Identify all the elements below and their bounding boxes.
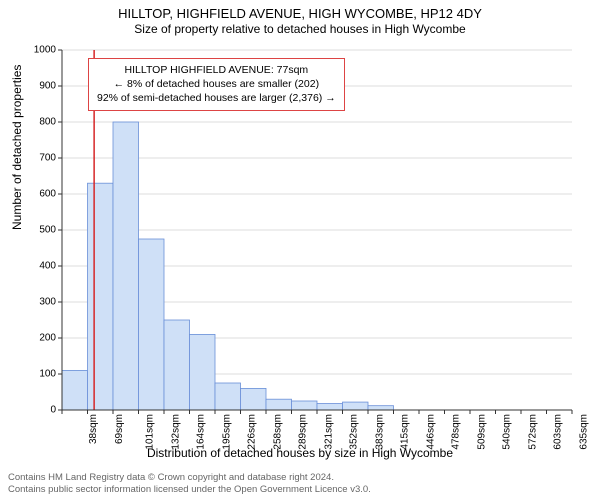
y-tick-label: 400 xyxy=(16,261,56,272)
x-tick-label: 195sqm xyxy=(221,414,232,450)
y-tick-label: 300 xyxy=(16,297,56,308)
x-axis-label: Distribution of detached houses by size … xyxy=(0,446,600,460)
chart-area: 01002003004005006007008009001000 38sqm69… xyxy=(62,50,572,410)
x-tick-label: 132sqm xyxy=(170,414,181,450)
y-tick-label: 600 xyxy=(16,189,56,200)
x-tick-label: 540sqm xyxy=(502,414,513,450)
y-tick-label: 0 xyxy=(16,405,56,416)
x-tick-label: 509sqm xyxy=(476,414,487,450)
x-tick-label: 164sqm xyxy=(196,414,207,450)
x-tick-label: 226sqm xyxy=(247,414,258,450)
annotation-line3: 92% of semi-detached houses are larger (… xyxy=(97,91,336,105)
x-tick-label: 415sqm xyxy=(400,414,411,450)
x-tick-label: 321sqm xyxy=(323,414,334,450)
footer-credits: Contains HM Land Registry data © Crown c… xyxy=(8,472,371,496)
x-tick-label: 446sqm xyxy=(425,414,436,450)
x-tick-label: 258sqm xyxy=(272,414,283,450)
x-tick-label: 383sqm xyxy=(374,414,385,450)
y-tick-label: 800 xyxy=(16,117,56,128)
y-tick-label: 100 xyxy=(16,369,56,380)
x-tick-label: 101sqm xyxy=(145,414,156,450)
footer-line2: Contains public sector information licen… xyxy=(8,484,371,496)
y-tick-label: 900 xyxy=(16,81,56,92)
x-tick-label: 69sqm xyxy=(114,414,125,444)
x-tick-label: 572sqm xyxy=(527,414,538,450)
x-tick-label: 38sqm xyxy=(88,414,99,444)
annotation-line2: ← 8% of detached houses are smaller (202… xyxy=(97,77,336,91)
y-tick-label: 1000 xyxy=(16,45,56,56)
page-title: HILLTOP, HIGHFIELD AVENUE, HIGH WYCOMBE,… xyxy=(0,6,600,21)
y-tick-label: 700 xyxy=(16,153,56,164)
annotation-box: HILLTOP HIGHFIELD AVENUE: 77sqm ← 8% of … xyxy=(88,58,345,111)
x-tick-label: 289sqm xyxy=(298,414,309,450)
x-tick-label: 635sqm xyxy=(578,414,589,450)
footer-line1: Contains HM Land Registry data © Crown c… xyxy=(8,472,371,484)
y-tick-label: 200 xyxy=(16,333,56,344)
page-subtitle: Size of property relative to detached ho… xyxy=(0,22,600,36)
y-tick-label: 500 xyxy=(16,225,56,236)
x-tick-label: 352sqm xyxy=(349,414,360,450)
x-tick-label: 603sqm xyxy=(553,414,564,450)
annotation-line1: HILLTOP HIGHFIELD AVENUE: 77sqm xyxy=(97,63,336,77)
x-tick-label: 478sqm xyxy=(451,414,462,450)
